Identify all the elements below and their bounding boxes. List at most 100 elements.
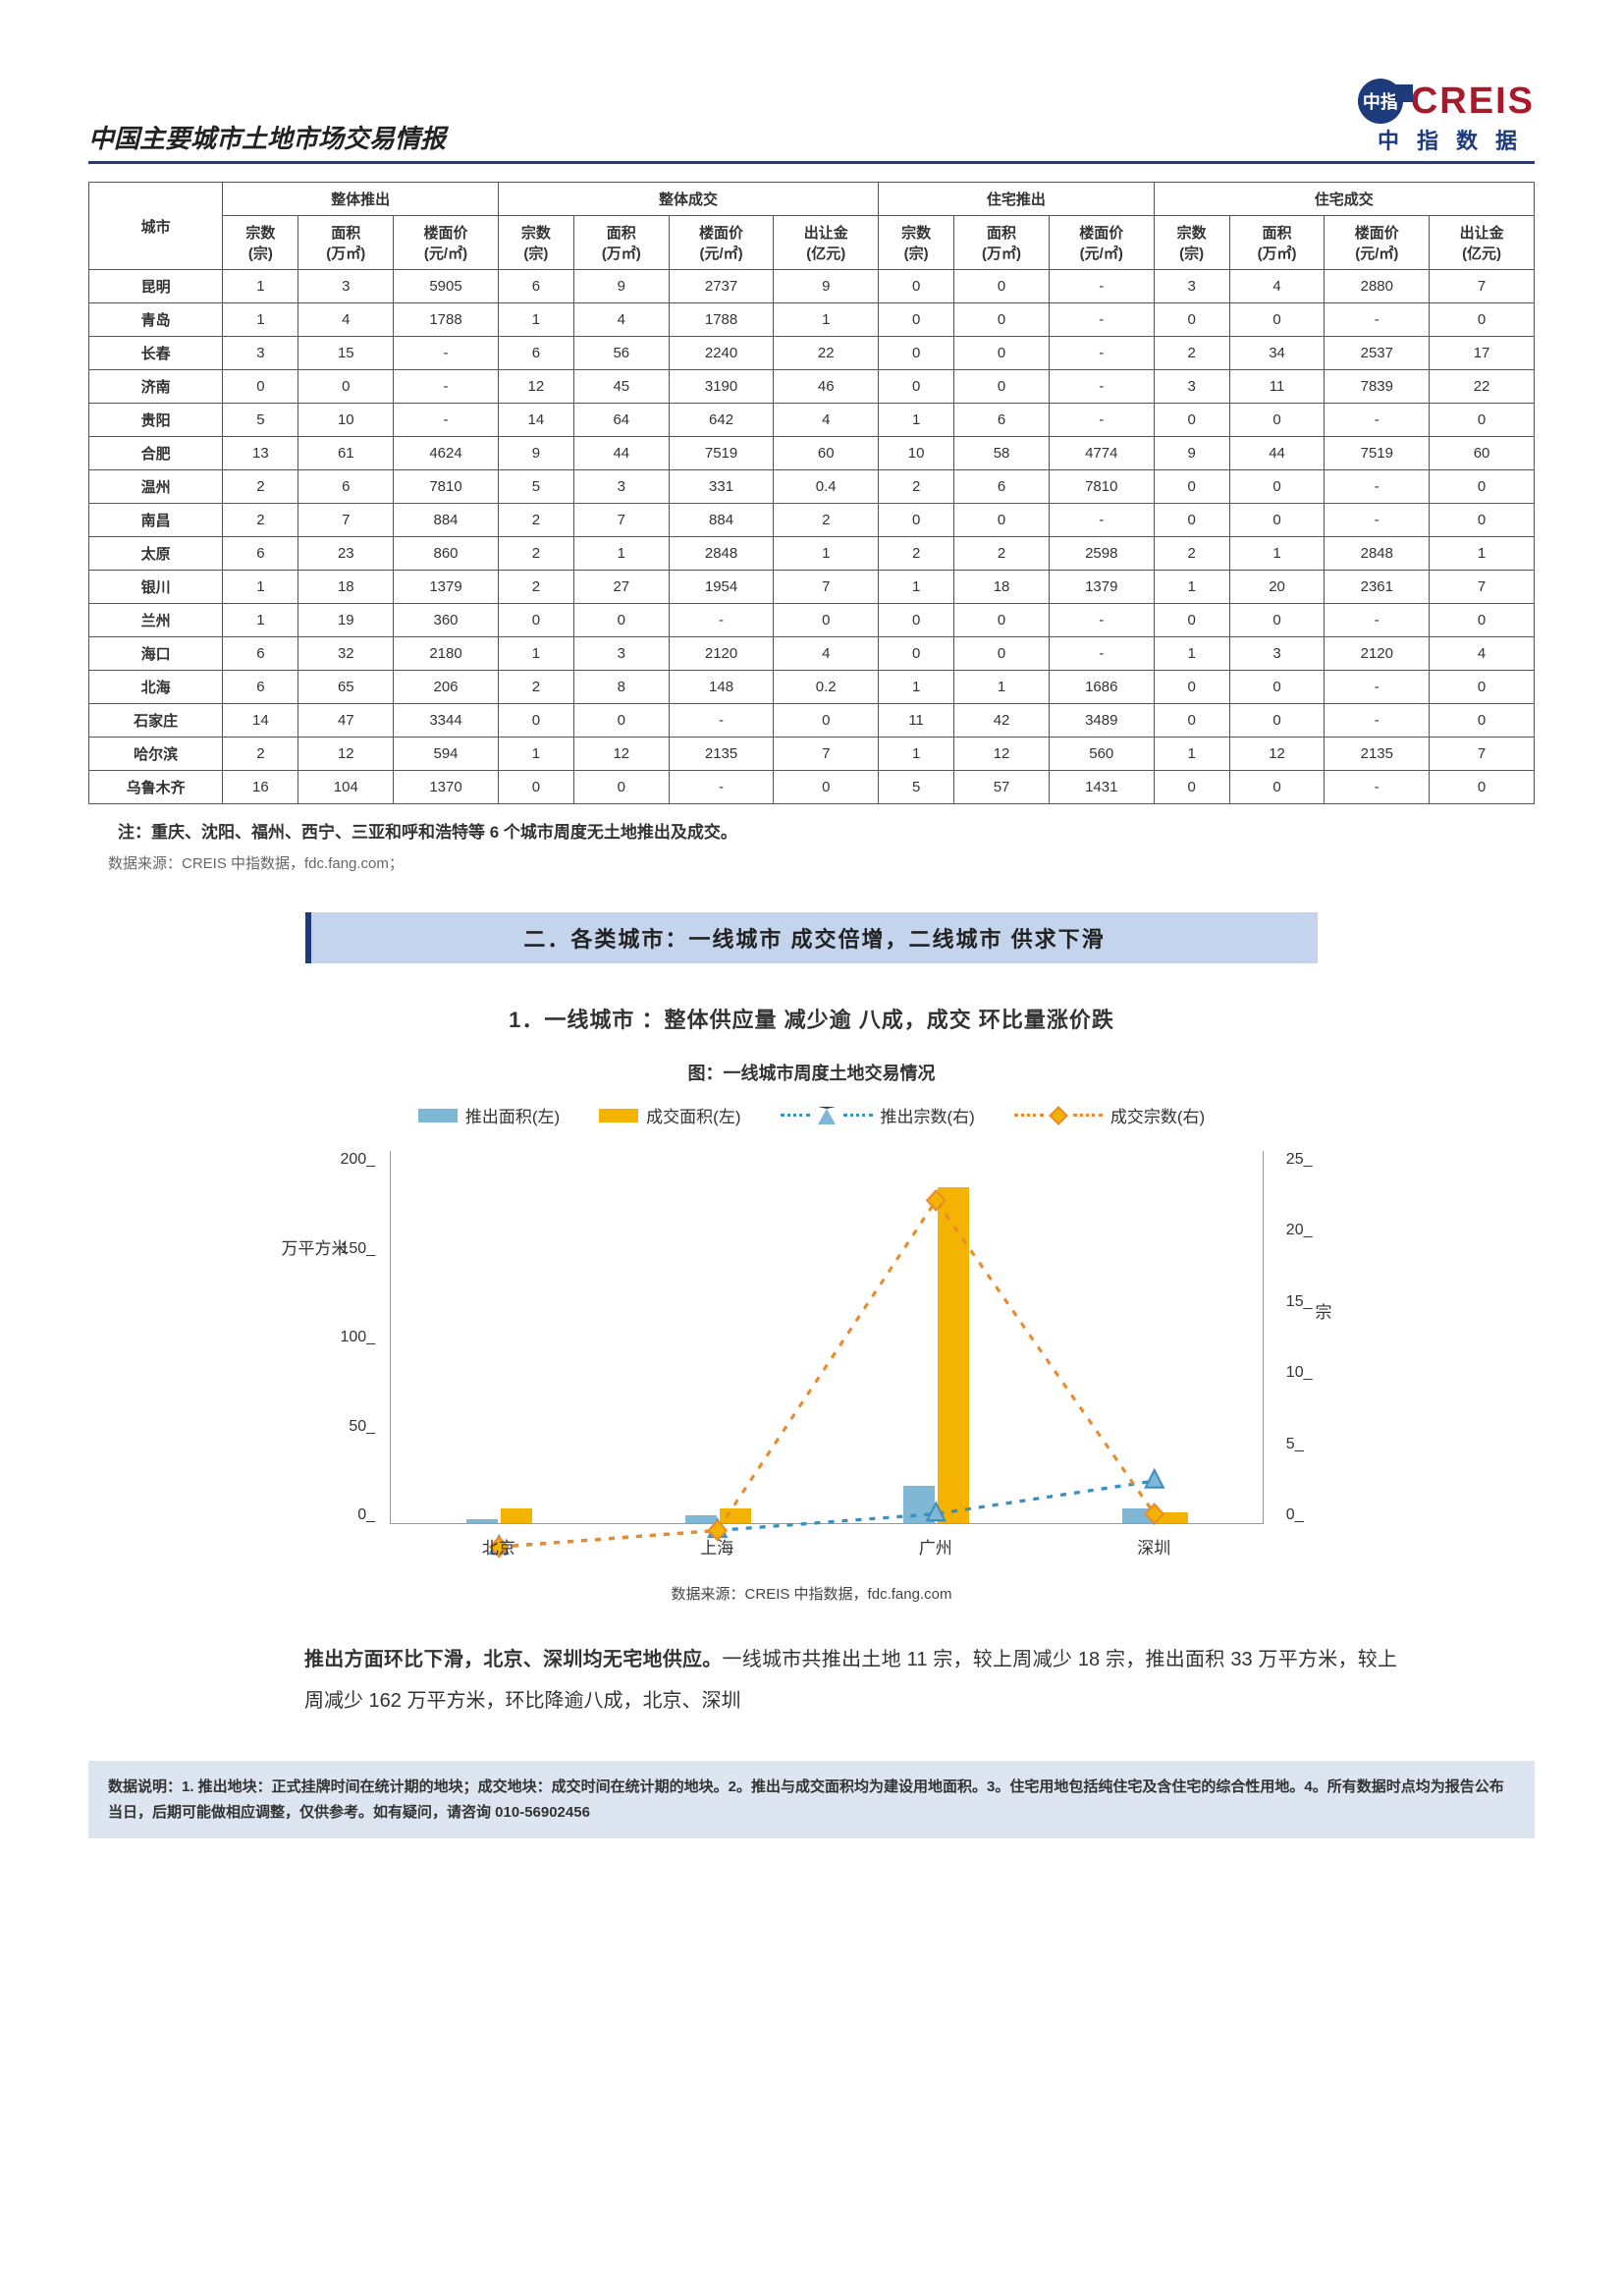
legend-bar2-label: 成交面积(左) <box>646 1103 740 1127</box>
data-cell: 6 <box>223 637 298 671</box>
bar-deal-area <box>501 1508 532 1523</box>
table-row: 温州267810533310.426781000-0 <box>89 470 1535 504</box>
data-cell: - <box>1049 270 1154 303</box>
data-cell: - <box>1049 604 1154 637</box>
table-row: 北海665206281480.211168600-0 <box>89 671 1535 704</box>
legend-line2: 成交宗数(右) <box>1014 1103 1205 1127</box>
data-cell: 642 <box>669 404 774 437</box>
table-row: 海口6322180132120400-1321204 <box>89 637 1535 671</box>
data-cell: 0 <box>954 303 1050 337</box>
chart: 万平方米 宗 200_150_100_50_0_ 25_20_15_10_5_0… <box>292 1151 1332 1563</box>
data-cell: 0 <box>1154 404 1229 437</box>
data-cell: 0 <box>774 771 879 804</box>
y-right-tick: 0_ <box>1286 1506 1304 1524</box>
data-cell: 0 <box>1229 504 1325 537</box>
data-cell: 0 <box>1154 704 1229 738</box>
logo-subtitle: 中指数据 <box>1378 124 1535 155</box>
data-cell: 2361 <box>1325 571 1430 604</box>
sub-header: 面积 (万㎡) <box>298 216 394 270</box>
y-right-tick: 20_ <box>1286 1222 1313 1239</box>
body-paragraph: 推出方面环比下滑，北京、深圳均无宅地供应。一线城市共推出土地 11 宗，较上周减… <box>304 1639 1397 1722</box>
data-cell: 1 <box>879 738 954 771</box>
data-cell: 46 <box>774 370 879 404</box>
y-left-tick: 200_ <box>341 1151 376 1169</box>
data-cell: 5 <box>879 771 954 804</box>
data-cell: 1 <box>223 604 298 637</box>
data-cell: 56 <box>573 337 669 370</box>
table-row: 贵阳510-1464642416-00-0 <box>89 404 1535 437</box>
data-cell: 0 <box>1229 671 1325 704</box>
data-cell: 3489 <box>1049 704 1154 738</box>
data-cell: 0 <box>879 637 954 671</box>
data-cell: 4 <box>774 404 879 437</box>
y-left-tick: 100_ <box>341 1329 376 1346</box>
data-cell: 0 <box>879 303 954 337</box>
bar-deal-area <box>938 1187 969 1523</box>
data-cell: 0 <box>1154 771 1229 804</box>
data-cell: 7519 <box>1325 437 1430 470</box>
data-cell: - <box>1049 303 1154 337</box>
table-note: 注：重庆、沈阳、福州、西宁、三亚和呼和浩特等 6 个城市周度无土地推出及成交。 <box>118 818 1535 843</box>
data-cell: 6 <box>498 270 573 303</box>
data-cell: 9 <box>498 437 573 470</box>
x-tick: 北京 <box>390 1524 609 1563</box>
data-cell: 42 <box>954 704 1050 738</box>
data-cell: 1 <box>1154 571 1229 604</box>
data-cell: 884 <box>394 504 499 537</box>
table-row: 济南00-124531904600-311783922 <box>89 370 1535 404</box>
data-cell: 7 <box>1430 270 1535 303</box>
data-cell: 1 <box>223 303 298 337</box>
data-cell: 3 <box>573 637 669 671</box>
data-cell: 12 <box>954 738 1050 771</box>
y-left-tick: 0_ <box>357 1506 375 1524</box>
data-cell: 2 <box>879 537 954 571</box>
data-cell: 3344 <box>394 704 499 738</box>
data-cell: 2180 <box>394 637 499 671</box>
data-cell: 1 <box>1154 738 1229 771</box>
data-cell: 0 <box>879 604 954 637</box>
sub-header: 宗数 (宗) <box>498 216 573 270</box>
data-cell: 0 <box>1154 604 1229 637</box>
city-cell: 南昌 <box>89 504 223 537</box>
data-cell: 0 <box>1430 604 1535 637</box>
city-cell: 乌鲁木齐 <box>89 771 223 804</box>
data-cell: 1 <box>573 537 669 571</box>
colgroup-3: 住宅推出 <box>879 183 1155 216</box>
data-cell: 0 <box>1229 303 1325 337</box>
data-cell: 0 <box>573 604 669 637</box>
data-cell: 1 <box>223 571 298 604</box>
legend-line2-label: 成交宗数(右) <box>1110 1103 1205 1127</box>
legend-line1-label: 推出宗数(右) <box>881 1103 975 1127</box>
city-cell: 青岛 <box>89 303 223 337</box>
city-cell: 温州 <box>89 470 223 504</box>
data-cell: 1 <box>774 537 879 571</box>
data-cell: 45 <box>573 370 669 404</box>
data-cell: 1370 <box>394 771 499 804</box>
data-cell: 15 <box>298 337 394 370</box>
data-cell: 5905 <box>394 270 499 303</box>
data-cell: 1954 <box>669 571 774 604</box>
data-cell: 9 <box>573 270 669 303</box>
data-cell: 0 <box>954 504 1050 537</box>
data-cell: 6 <box>223 671 298 704</box>
data-cell: - <box>1049 504 1154 537</box>
table-row: 昆明135905692737900-3428807 <box>89 270 1535 303</box>
data-cell: 7810 <box>394 470 499 504</box>
data-cell: 1 <box>498 637 573 671</box>
section-banner: 二．各类城市：一线城市 成交倍增，二线城市 供求下滑 <box>305 912 1318 963</box>
data-cell: 0 <box>1430 771 1535 804</box>
data-cell: 6 <box>954 404 1050 437</box>
plot-area <box>390 1151 1264 1524</box>
data-cell: 14 <box>498 404 573 437</box>
data-cell: 0 <box>498 604 573 637</box>
data-cell: 0 <box>298 370 394 404</box>
data-cell: 2135 <box>1325 738 1430 771</box>
data-cell: 4624 <box>394 437 499 470</box>
data-cell: 4774 <box>1049 437 1154 470</box>
table-row: 太原62386021284812225982128481 <box>89 537 1535 571</box>
data-cell: 14 <box>223 704 298 738</box>
page-header: 中国主要城市土地市场交易情报 中指 CREIS 中指数据 <box>88 79 1535 164</box>
data-cell: 331 <box>669 470 774 504</box>
footer-note: 数据说明：1. 推出地块：正式挂牌时间在统计期的地块；成交地块：成交时间在统计期… <box>88 1761 1535 1838</box>
x-tick: 深圳 <box>1045 1524 1264 1563</box>
